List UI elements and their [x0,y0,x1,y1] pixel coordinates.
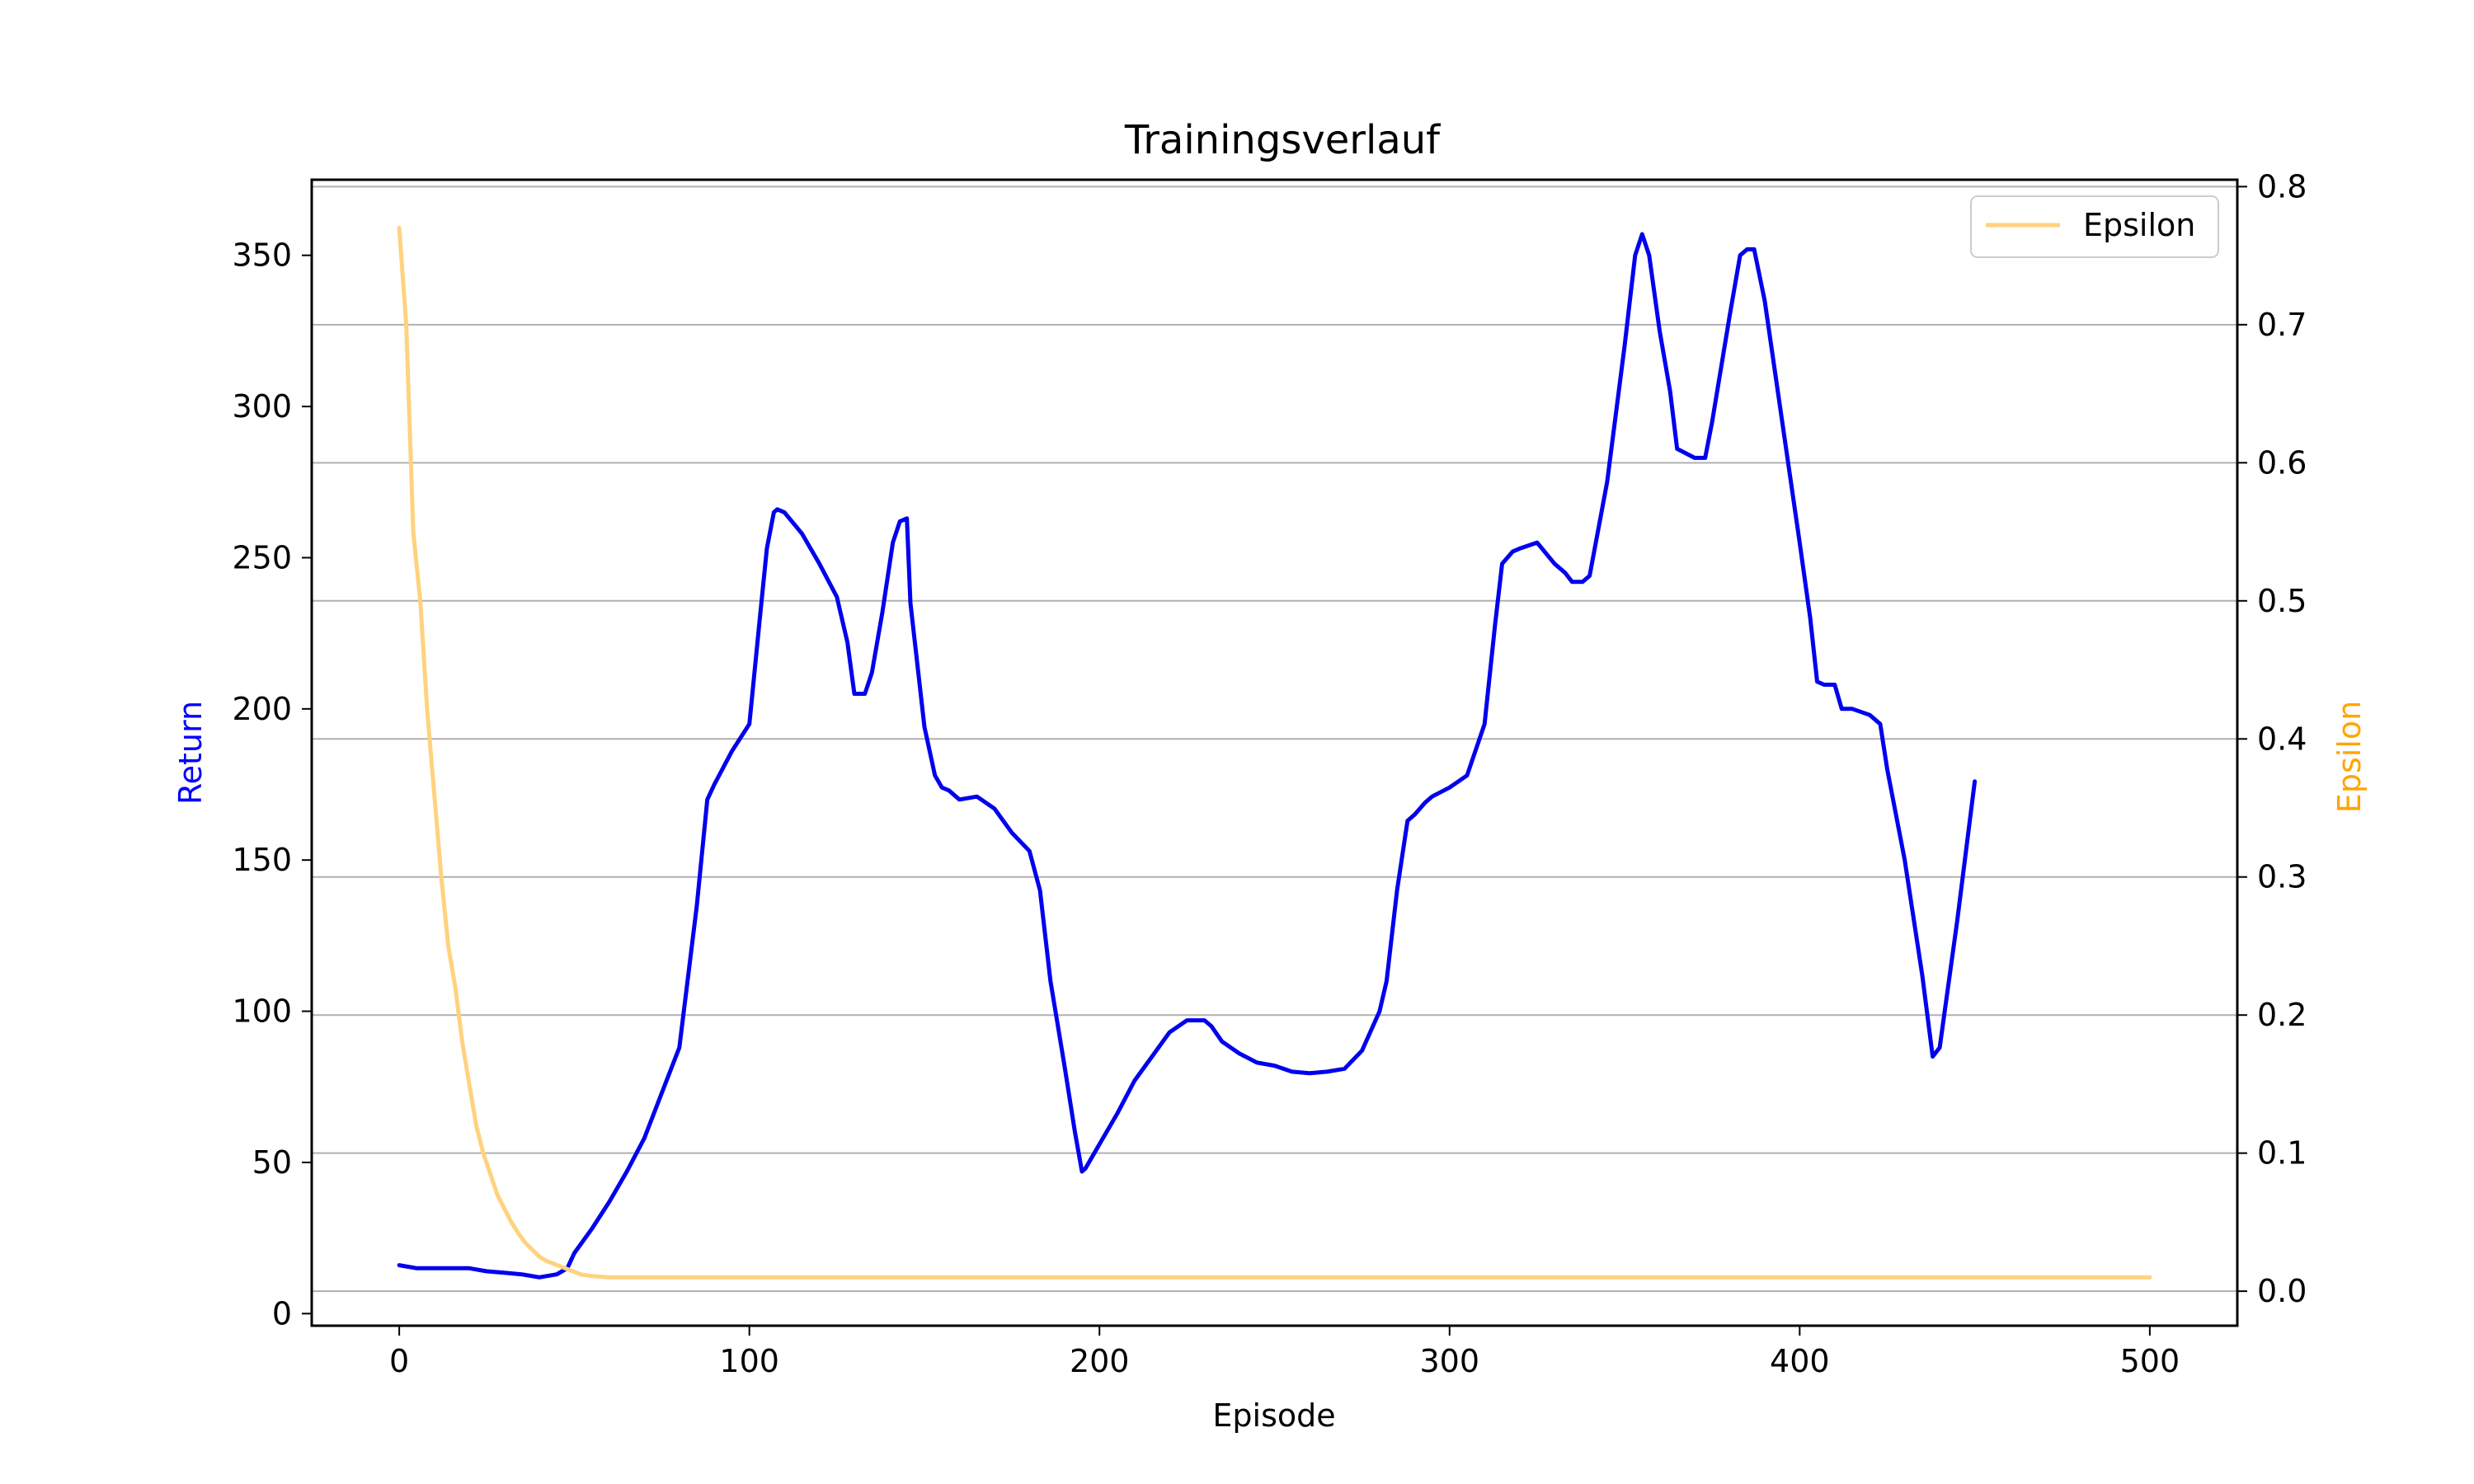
legend: Epsilon [1970,195,2219,258]
y-axis-left-label: Return [172,701,209,805]
y-left-tick-label: 50 [252,1144,292,1181]
x-tick-label: 100 [719,1343,779,1379]
y-left-tick-label: 350 [232,237,292,274]
chart-title: Trainingsverlauf [1124,117,1441,163]
y-left-tick-label: 300 [232,388,292,425]
y-right-tick-label: 0.3 [2257,859,2307,895]
y-left-tick-label: 150 [232,842,292,878]
x-tick-label: 400 [1770,1343,1830,1379]
x-tick-label: 300 [1420,1343,1480,1379]
y-left-tick-label: 100 [232,993,292,1030]
y-axis-right-label: Epsilon [2331,701,2368,813]
y-right-tick-label: 0.5 [2257,583,2307,619]
y-right-tick-label: 0.4 [2257,721,2307,757]
y-axis-right: 0.0 0.1 0.2 0.3 0.4 0.5 0.6 0.7 0.8 [2237,168,2307,1309]
y-left-tick-label: 0 [272,1295,292,1331]
y-right-tick-label: 0.2 [2257,997,2307,1033]
y-axis-left: 0 50 100 150 200 250 300 350 [232,237,312,1331]
x-axis: 0 100 200 300 400 500 [389,1326,2180,1379]
series-line-epsilon [397,226,2152,1280]
y-right-tick-label: 0.0 [2257,1273,2307,1309]
x-tick-label: 0 [389,1343,409,1379]
y-left-tick-label: 250 [232,539,292,575]
y-right-tick-label: 0.8 [2257,168,2307,204]
y-right-tick-label: 0.7 [2257,307,2307,343]
y-left-tick-label: 200 [232,691,292,727]
series-line-return [397,232,1978,1280]
plot-frame [310,178,2239,1327]
series-layer [397,226,2152,1280]
x-axis-label: Episode [1212,1397,1335,1434]
x-tick-label: 200 [1070,1343,1130,1379]
y-right-tick-label: 0.6 [2257,444,2307,481]
legend-label-epsilon: Epsilon [2083,207,2195,243]
y-right-tick-label: 0.1 [2257,1135,2307,1172]
legend-box [1970,195,2219,258]
x-tick-label: 500 [2120,1343,2180,1379]
grid-lines [312,186,2237,1293]
